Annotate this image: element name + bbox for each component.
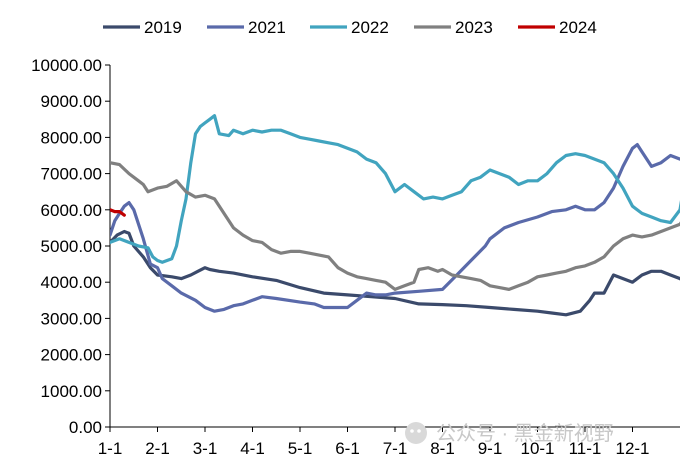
x-tick-label: 11-1 <box>569 439 602 458</box>
x-tick-label: 10-1 <box>520 439 554 458</box>
x-tick-label: 12-1 <box>615 439 649 458</box>
series-line-2023 <box>110 161 680 291</box>
y-tick-label: 1000.00 <box>41 382 102 401</box>
legend: 2019 2021 2022 2023 2024 <box>103 18 597 37</box>
y-axis: 0.00 1000.00 2000.00 3000.00 4000.00 5000.00 6… <box>31 56 111 437</box>
y-tick-label: 4000.00 <box>41 273 102 292</box>
x-tick-label: 8-1 <box>430 439 455 458</box>
y-tick-label: 2000.00 <box>41 346 102 365</box>
y-tick-label: 5000.00 <box>41 237 102 256</box>
y-tick-label: 9000.00 <box>41 92 102 111</box>
x-tick-label: 4-1 <box>240 439 265 458</box>
wechat-icon <box>405 422 427 444</box>
x-tick-label: 5-1 <box>288 439 313 458</box>
x-tick-label: 1-1 <box>98 439 123 458</box>
x-tick-label: 3-1 <box>193 439 218 458</box>
x-tick-label: 9-1 <box>478 439 503 458</box>
y-tick-label: 10000.00 <box>31 56 102 75</box>
legend-label-2024: 2024 <box>559 18 597 37</box>
watermark: 公众号 · 黑金新视野 <box>405 422 614 445</box>
series-line-2024 <box>110 208 126 217</box>
series-layer <box>110 114 680 317</box>
x-axis: 1-1 2-1 3-1 4-1 5-1 6-1 7-1 8-1 9-1 10-1 11-1 12-1 <box>98 426 680 458</box>
x-tick-label: 2-1 <box>145 439 170 458</box>
x-tick-label: 6-1 <box>335 439 360 458</box>
y-tick-label: 8000.00 <box>41 128 102 147</box>
series-line-2022 <box>110 114 680 264</box>
wechat-icon-eye-right <box>417 429 421 433</box>
watermark-text: 公众号 · 黑金新视野 <box>436 422 614 445</box>
y-tick-label: 0.00 <box>69 418 102 437</box>
y-tick-label: 7000.00 <box>41 165 102 184</box>
y-tick-label: 3000.00 <box>41 309 102 328</box>
y-tick-label: 6000.00 <box>41 201 102 220</box>
x-tick-label: 7-1 <box>383 439 408 458</box>
legend-label-2023: 2023 <box>455 18 493 37</box>
wechat-icon-eye-left <box>410 429 414 433</box>
legend-label-2022: 2022 <box>351 18 389 37</box>
legend-label-2019: 2019 <box>144 18 182 37</box>
legend-label-2021: 2021 <box>248 18 286 37</box>
